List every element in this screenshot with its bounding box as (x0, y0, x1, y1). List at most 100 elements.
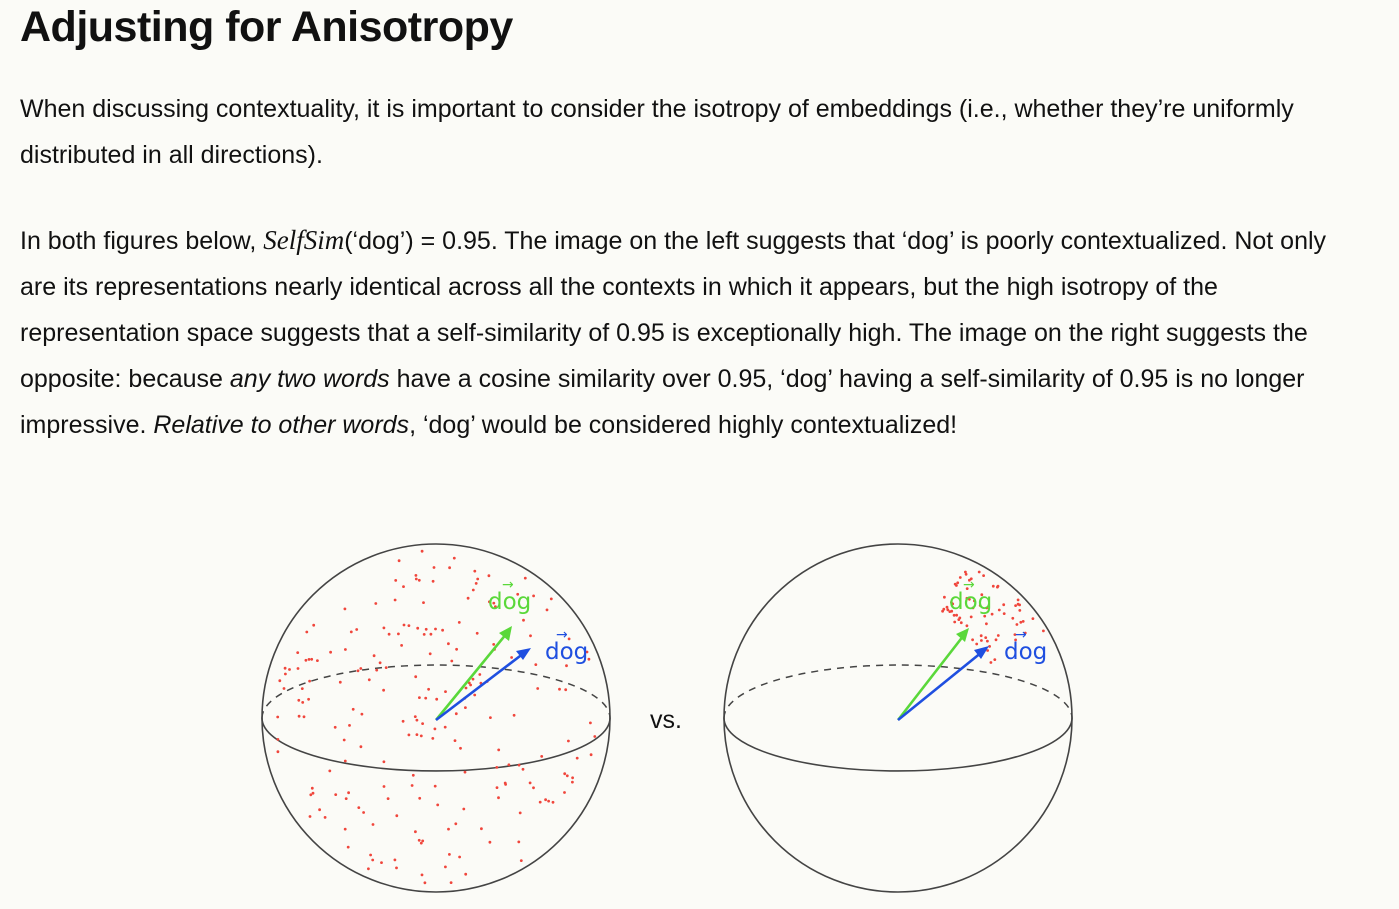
scatter-point (393, 598, 397, 602)
scatter-point (516, 592, 520, 596)
scatter-point (427, 687, 430, 691)
anisotropic-sphere-diagram: dog → dog → (723, 543, 1073, 893)
scatter-point (494, 605, 497, 608)
scatter-point (393, 858, 397, 862)
scatter-point (441, 628, 444, 632)
scatter-point (492, 643, 496, 646)
isotropic-sphere-diagram: dog → dog → (261, 543, 611, 893)
intro-paragraph: When discussing contextuality, it is imp… (20, 95, 1294, 169)
scatter-point (1016, 598, 1020, 602)
scatter-point (575, 756, 579, 760)
scatter-point (402, 585, 405, 588)
scatter-point (359, 667, 363, 670)
scatter-point (965, 624, 969, 628)
scatter-point (1011, 616, 1015, 620)
scatter-point (536, 687, 540, 690)
scatter-point (593, 735, 597, 738)
scatter-point (469, 683, 472, 687)
scatter-point (343, 759, 347, 763)
scatter-point (284, 672, 287, 676)
scatter-point (1023, 631, 1027, 635)
scatter-point (982, 574, 985, 577)
right-green-vector (896, 634, 966, 721)
scatter-point (422, 633, 426, 636)
selfsim-math-term: SelfSim (263, 225, 345, 255)
scatter-point (1018, 603, 1021, 607)
scatter-point (347, 791, 350, 795)
scatter-point (558, 687, 561, 691)
scatter-point (517, 840, 521, 844)
scatter-point (382, 760, 386, 764)
scatter-point (941, 609, 944, 613)
scatter-point (434, 627, 437, 631)
scatter-point (308, 679, 311, 683)
scatter-point (402, 623, 406, 627)
scatter-point (996, 584, 1000, 588)
scatter-point (432, 566, 436, 569)
scatter-point (971, 638, 974, 642)
emphasis-any-two-words: any two words (229, 365, 390, 393)
scatter-point (983, 614, 987, 618)
scatter-point (288, 668, 291, 671)
left-green-dog-label: dog (488, 589, 531, 615)
scatter-point (382, 785, 386, 788)
scatter-point (343, 607, 347, 611)
scatter-point (413, 715, 417, 718)
scatter-point (1014, 638, 1017, 642)
scatter-point (417, 578, 421, 582)
scatter-point (297, 714, 301, 718)
scatter-point (276, 715, 280, 719)
scatter-point (422, 601, 425, 604)
scatter-point (447, 642, 450, 646)
scatter-point (431, 737, 435, 740)
page-title: Adjusting for Anisotropy (20, 3, 513, 51)
scatter-point (497, 748, 501, 752)
scatter-point (973, 599, 976, 603)
scatter-point (1031, 617, 1035, 620)
scatter-point (316, 659, 319, 662)
scatter-point (420, 873, 424, 877)
scatter-point (943, 595, 946, 599)
scatter-point (305, 630, 309, 634)
scatter-point (360, 712, 364, 716)
scatter-point (464, 706, 467, 709)
scatter-point (283, 666, 287, 670)
scatter-point (357, 806, 361, 809)
scatter-point (1021, 620, 1025, 623)
scatter-point (946, 608, 950, 612)
scatter-point (310, 786, 314, 790)
scatter-point (551, 800, 555, 804)
left-blue-dog-arrow-icon: → (556, 627, 568, 643)
scatter-point (310, 657, 314, 661)
scatter-point (993, 658, 997, 661)
scatter-point (529, 634, 532, 638)
scatter-point (488, 840, 492, 844)
scatter-point (421, 722, 424, 725)
scatter-point (955, 613, 958, 617)
scatter-point (492, 601, 496, 605)
scatter-point (969, 615, 973, 619)
left-blue-vector (435, 651, 525, 722)
scatter-point (328, 769, 332, 773)
scatter-point (518, 811, 522, 815)
scatter-point (945, 605, 949, 609)
scatter-point (453, 739, 457, 742)
scatter-point (424, 696, 428, 700)
scatter-point (387, 632, 391, 636)
scatter-point (367, 867, 370, 871)
scatter-point (419, 841, 423, 845)
scatter-point (367, 678, 371, 682)
scatter-point (351, 707, 355, 711)
scatter-point (953, 620, 957, 624)
scatter-point (382, 688, 385, 692)
scatter-point (454, 822, 458, 826)
scatter-point (431, 579, 435, 583)
scatter-point (958, 616, 962, 620)
scatter-point (571, 776, 574, 780)
right-equator-back (723, 664, 1073, 719)
scatter-point (986, 639, 989, 643)
scatter-point (475, 631, 479, 635)
scatter-point (344, 797, 348, 800)
scatter-point (521, 767, 525, 771)
right-blue-dog-arrow-icon: → (1015, 627, 1027, 643)
